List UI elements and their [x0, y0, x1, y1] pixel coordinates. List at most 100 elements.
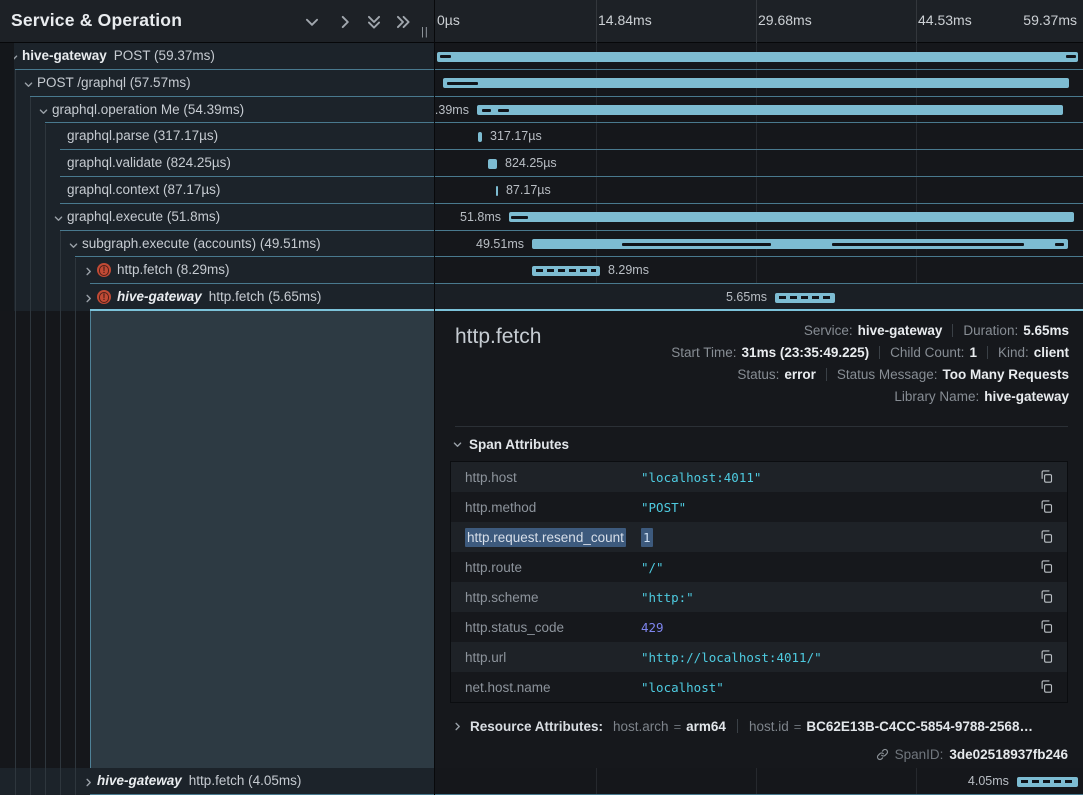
copy-icon[interactable]: [1039, 559, 1055, 575]
panel-resize-handle[interactable]: ||: [421, 26, 429, 38]
tree-row[interactable]: ! http.fetch (8.29ms): [0, 257, 434, 285]
copy-icon[interactable]: [1039, 649, 1055, 665]
row-border: [15, 68, 434, 70]
tree-row[interactable]: graphql.operation Me (54.39ms): [0, 96, 434, 124]
timeline-row[interactable]: 49.51ms: [435, 231, 1083, 258]
span-id-value: 3de02518937fb246: [949, 746, 1068, 762]
chevron-right-icon[interactable]: [83, 775, 95, 787]
span-bar[interactable]: [532, 239, 1068, 250]
span-bar[interactable]: [532, 265, 600, 276]
attribute-row[interactable]: net.host.name "localhost": [451, 672, 1067, 702]
attribute-row[interactable]: http.method "POST": [451, 492, 1067, 522]
tree-row[interactable]: POST /graphql (57.57ms): [0, 69, 434, 97]
row-border: [435, 793, 1083, 795]
resource-attributes-row[interactable]: Resource Attributes: host.arch = arm64 host…: [452, 713, 1068, 739]
chevron-down-icon[interactable]: [23, 77, 35, 89]
chevrons-down-icon[interactable]: [365, 13, 383, 31]
meta-value: 31ms (23:35:49.225): [741, 345, 870, 360]
timeline-row[interactable]: 54.39ms: [435, 97, 1083, 124]
timeline-row[interactable]: 51.8ms: [435, 204, 1083, 231]
span-label: graphql.validate (824.25µs): [67, 155, 231, 171]
chevron-down-icon[interactable]: [68, 238, 80, 250]
span-bar[interactable]: [442, 78, 1069, 89]
attribute-row[interactable]: http.request.resend_count 1: [451, 522, 1067, 552]
timeline-row[interactable]: 57.57ms: [435, 70, 1083, 97]
resource-attributes-title: Resource Attributes:: [470, 718, 604, 734]
tree-row[interactable]: ! hive-gateway http.fetch (5.65ms): [0, 284, 434, 311]
chevron-right-icon[interactable]: [336, 13, 354, 31]
chevron-right-icon[interactable]: [83, 291, 95, 303]
tree-row[interactable]: graphql.context (87.17µs): [0, 177, 434, 204]
chevron-down-icon[interactable]: [303, 13, 321, 31]
row-border: [45, 122, 434, 124]
copy-icon[interactable]: [1039, 589, 1055, 605]
attribute-row[interactable]: http.route "/": [451, 552, 1067, 582]
detail-divider: [455, 426, 1068, 427]
timeline-row[interactable]: 4.05ms: [435, 768, 1083, 795]
copy-icon[interactable]: [1039, 679, 1055, 695]
copy-icon[interactable]: [1039, 619, 1055, 635]
chevron-right-icon[interactable]: [83, 264, 95, 276]
gridline: [756, 0, 757, 43]
copy-icon[interactable]: [1039, 529, 1055, 545]
indent-guide: [30, 97, 31, 795]
chevron-down-icon[interactable]: [53, 211, 65, 223]
indent-guide: [75, 258, 76, 795]
panel-divider[interactable]: [434, 0, 435, 795]
meta-line: Start Time: 31ms (23:35:49.225) Child Coun…: [671, 342, 1069, 364]
meta-value: error: [784, 367, 816, 382]
timeline-row[interactable]: 317.17µs: [435, 123, 1083, 151]
span-bar[interactable]: [478, 131, 483, 142]
indent-guide: [45, 124, 46, 795]
tree-row[interactable]: hive-gateway http.fetch (4.05ms): [0, 768, 434, 795]
span-label: hive-gateway POST (59.37ms): [22, 48, 215, 63]
span-label: graphql.parse (317.17µs): [67, 128, 219, 144]
resource-value: BC62E13B-C4CC-5854-9788-2568…: [806, 718, 1033, 734]
copy-icon[interactable]: [1039, 499, 1055, 515]
copy-icon[interactable]: [1039, 469, 1055, 485]
row-border: [435, 149, 1083, 151]
span-bar[interactable]: [1016, 776, 1078, 787]
row-border: [435, 122, 1083, 124]
attribute-row[interactable]: http.url "http://localhost:4011/": [451, 642, 1067, 672]
span-label: http.fetch (8.29ms): [117, 262, 230, 278]
tree-row[interactable]: graphql.validate (824.25µs): [0, 150, 434, 177]
attribute-row[interactable]: http.status_code 429: [451, 612, 1067, 642]
indent-guide: [60, 231, 61, 795]
tree-row[interactable]: graphql.execute (51.8ms): [0, 203, 434, 231]
meta-label: Status Message:: [836, 367, 938, 382]
span-label: POST /graphql (57.57ms): [37, 74, 191, 90]
span-bar[interactable]: [775, 292, 835, 303]
chevrons-right-icon[interactable]: [394, 13, 412, 31]
duration-label: 824.25µs: [505, 156, 557, 171]
span-bar[interactable]: [476, 105, 1063, 116]
chevron-down-icon[interactable]: [38, 104, 50, 116]
attribute-key: http.method: [465, 499, 537, 515]
span-bar[interactable]: [488, 158, 497, 169]
tree-row[interactable]: subgraph.execute (accounts) (49.51ms): [0, 230, 434, 258]
timeline-row[interactable]: 824.25µs: [435, 150, 1083, 177]
attribute-row[interactable]: http.scheme "http:": [451, 582, 1067, 612]
row-border: [435, 308, 1083, 311]
gridline: [916, 0, 917, 43]
row-border: [90, 308, 434, 311]
tree-row[interactable]: hive-gateway POST (59.37ms): [0, 43, 434, 70]
span-detail-panel: http.fetch Service: hive-gateway Duration:…: [435, 311, 1083, 768]
tree-row[interactable]: graphql.parse (317.17µs): [0, 123, 434, 151]
attribute-value: 1: [641, 527, 653, 547]
span-bar[interactable]: [437, 51, 1078, 62]
span-bar[interactable]: [495, 185, 498, 196]
span-attributes-header[interactable]: Span Attributes: [452, 437, 569, 452]
attribute-key: http.route: [465, 559, 523, 575]
span-bar[interactable]: [509, 212, 1075, 223]
resource-key: host.arch: [613, 718, 669, 734]
timeline-row[interactable]: 59.37ms: [435, 43, 1083, 70]
meta-line: Library Name: hive-gateway: [671, 386, 1069, 408]
span-label: graphql.context (87.17µs): [67, 182, 221, 197]
child-span-segment: [511, 215, 528, 219]
timeline-row[interactable]: 5.65ms: [435, 284, 1083, 311]
timeline-row[interactable]: 87.17µs: [435, 177, 1083, 204]
attribute-row[interactable]: http.host "localhost:4011": [451, 462, 1067, 492]
meta-value: 5.65ms: [1023, 323, 1069, 338]
timeline-row[interactable]: 8.29ms: [435, 257, 1083, 285]
